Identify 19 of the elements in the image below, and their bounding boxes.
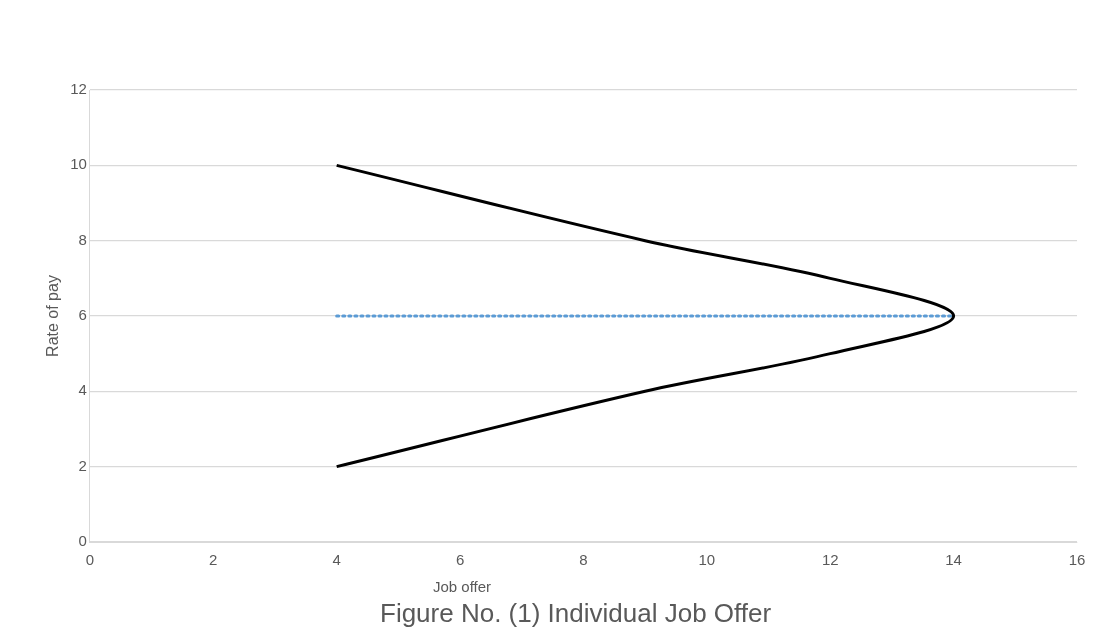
- x-tick-label: 6: [455, 551, 465, 569]
- x-tick-label: 8: [579, 551, 588, 569]
- x-tick-label: 10: [698, 551, 716, 569]
- x-tick-label: 14: [945, 551, 962, 569]
- y-axis-title: Rate of pay: [44, 275, 62, 357]
- y-tick-label: 0: [78, 532, 87, 550]
- y-tick-label: 12: [70, 80, 87, 98]
- x-tick-label: 12: [821, 551, 839, 569]
- x-tick-label: 4: [332, 551, 341, 569]
- y-tick-label: 4: [78, 381, 87, 399]
- x-tick-label: 16: [1068, 551, 1086, 569]
- x-axis-title: Job offer: [433, 578, 492, 595]
- y-tick-label: 6: [78, 306, 87, 324]
- y-tick-label: 2: [78, 456, 87, 474]
- y-tick-label: 8: [78, 230, 87, 248]
- text: Figure No. (1) Individual Job Offer: [380, 598, 772, 629]
- x-tick-label: 2: [209, 551, 218, 569]
- line-series: [335, 163, 956, 469]
- y-tick-label: 10: [70, 155, 87, 173]
